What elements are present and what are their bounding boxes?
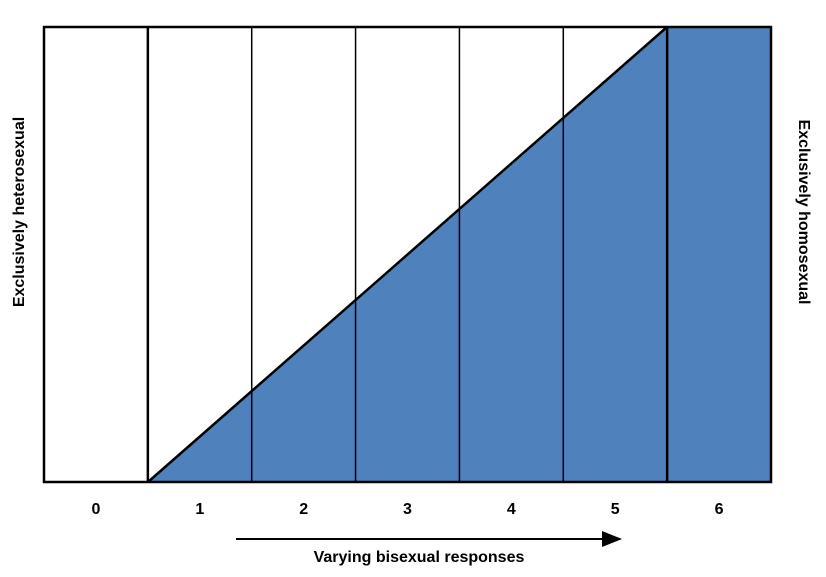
scale-label: 2 [299, 501, 308, 518]
bottom-label: Varying bisexual responses [314, 549, 525, 566]
column-lines [146, 27, 669, 482]
right-label: Exclusively homosexual [795, 120, 812, 305]
diagonal [147, 26, 668, 483]
frame [42, 25, 773, 484]
scale-label: 1 [195, 501, 204, 518]
scale-label: 5 [611, 501, 620, 518]
scale-label: 0 [91, 501, 100, 518]
scale-label: 4 [507, 501, 516, 518]
scale-labels: 0 1 2 3 4 5 6 [91, 501, 723, 518]
scale-label: 3 [403, 501, 412, 518]
scale-label: 6 [715, 501, 724, 518]
left-label: Exclusively heterosexual [11, 117, 28, 307]
